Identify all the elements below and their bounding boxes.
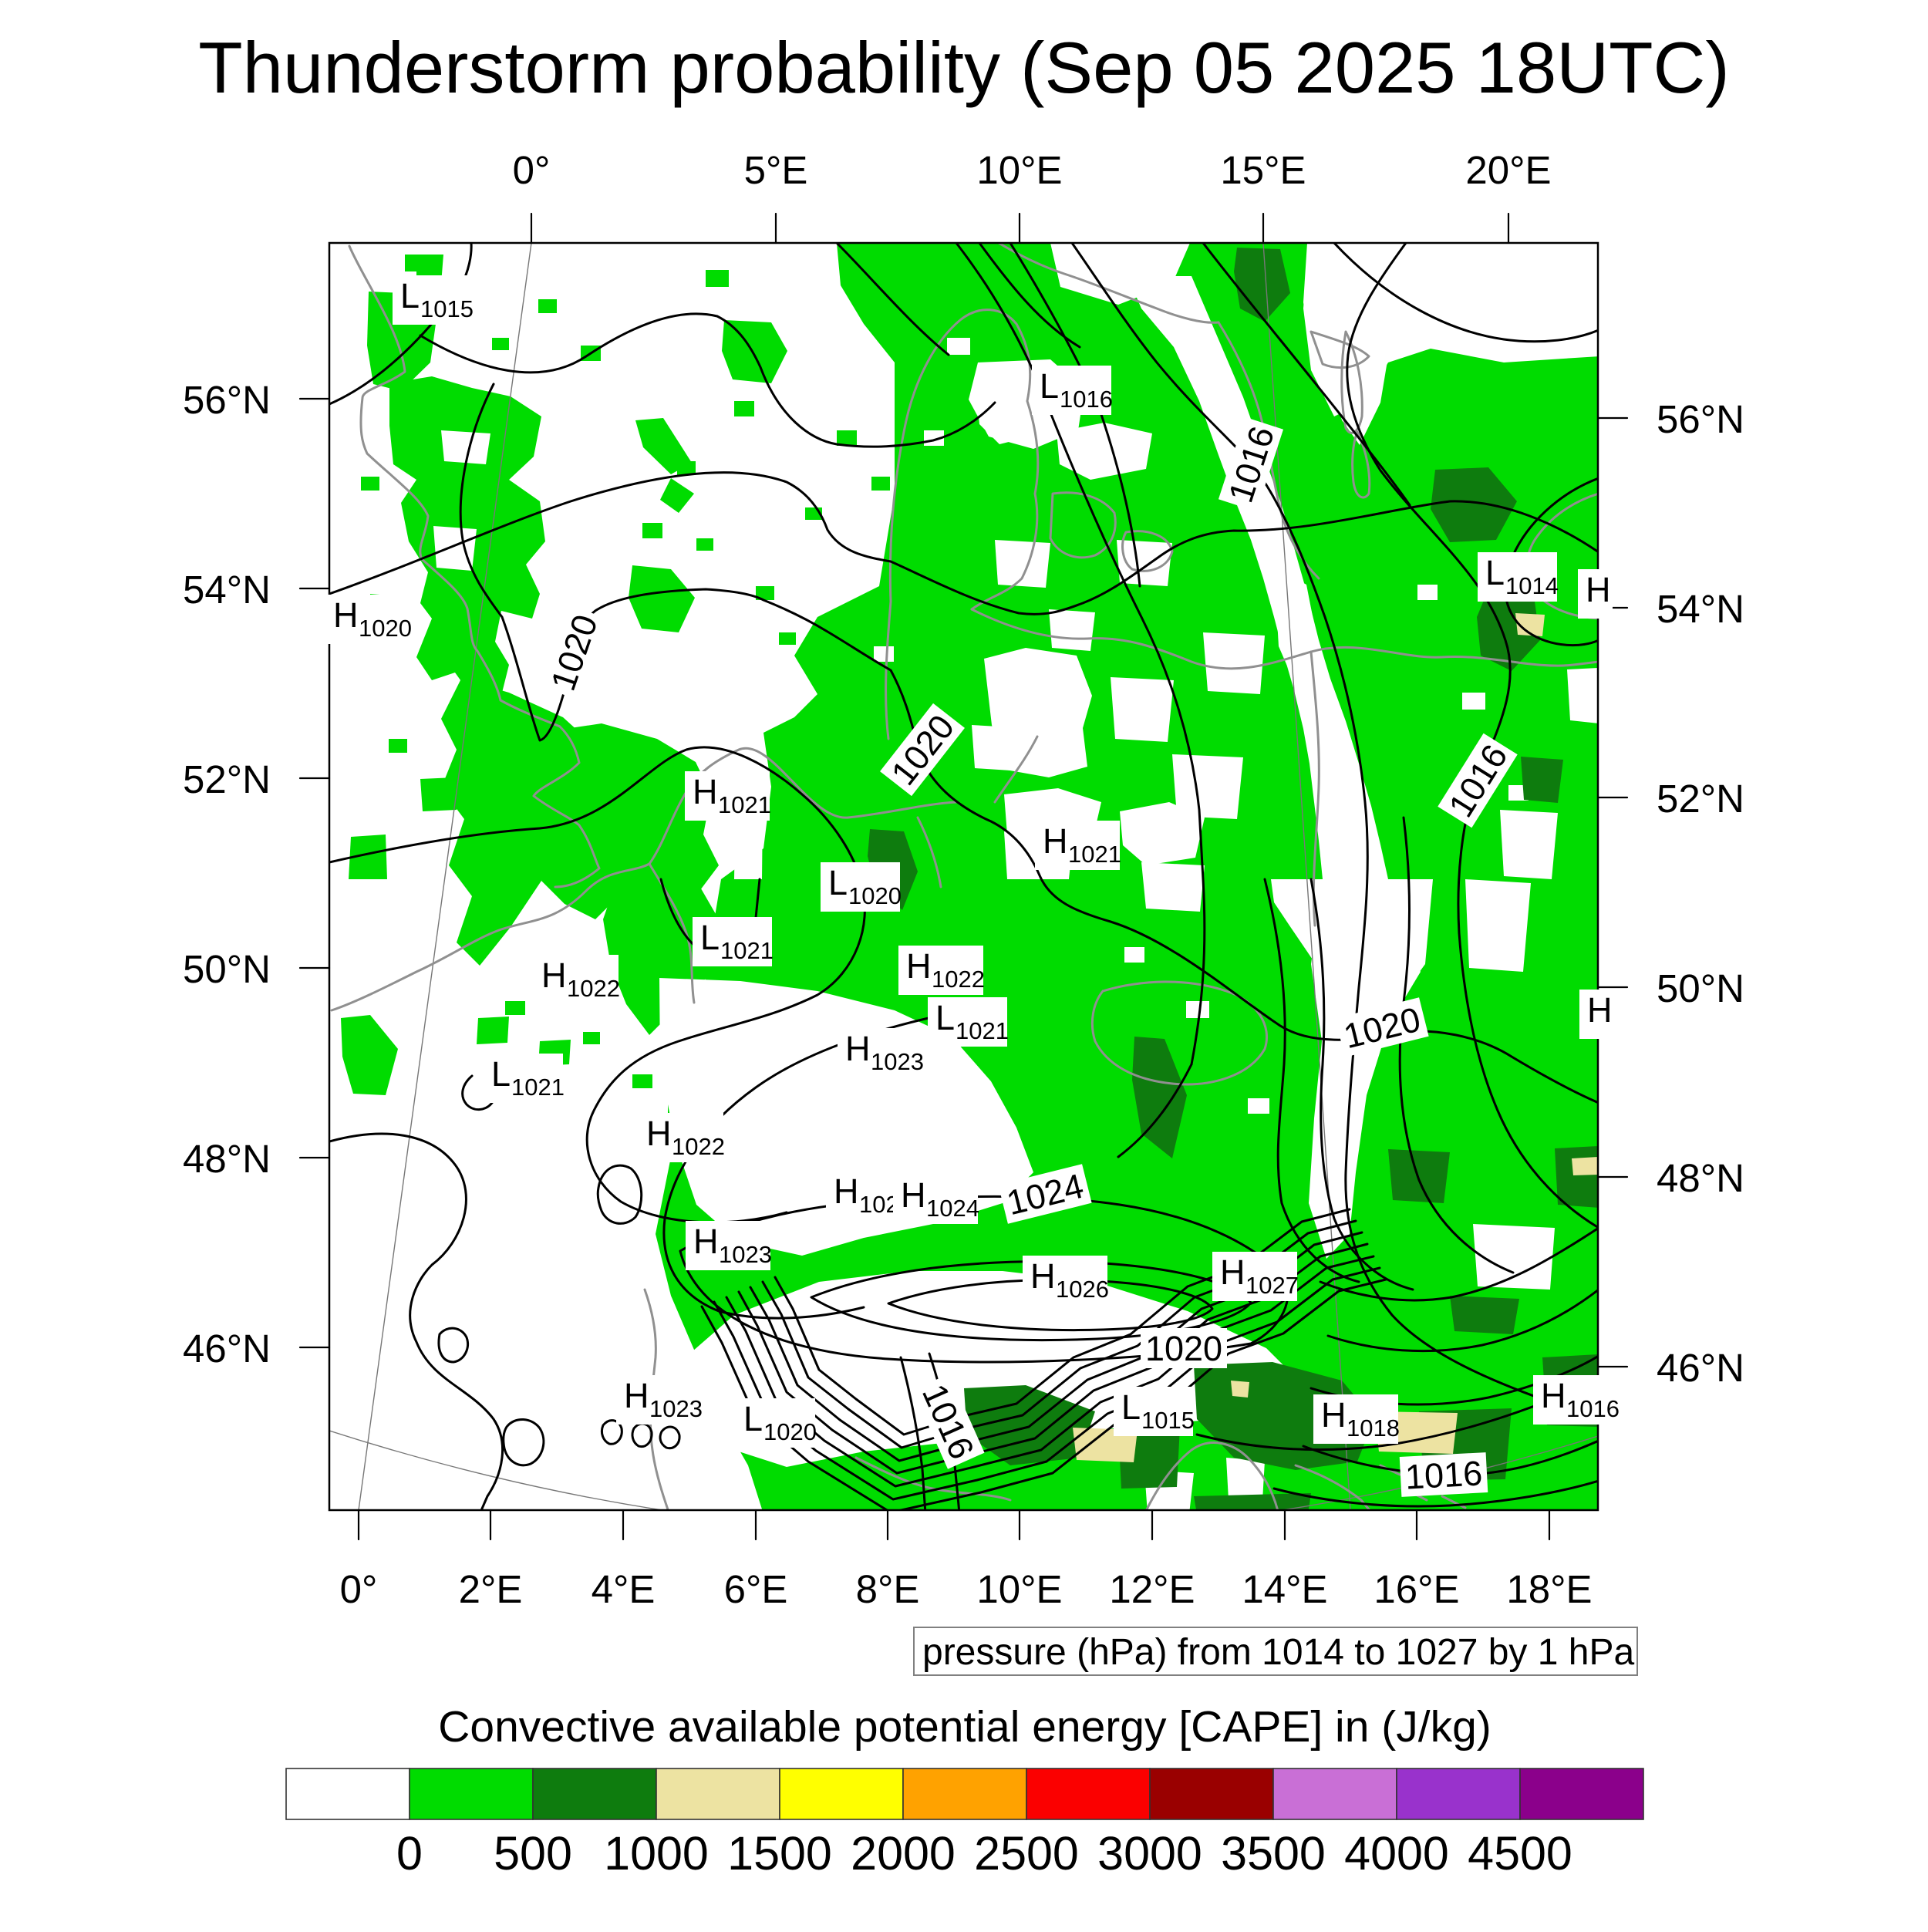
svg-text:0°: 0°: [513, 148, 551, 192]
svg-text:Convective available potential: Convective available potential energy [C…: [438, 1702, 1492, 1752]
svg-text:15°E: 15°E: [1220, 148, 1306, 192]
svg-text:H: H: [541, 956, 567, 995]
svg-text:0°: 0°: [340, 1567, 378, 1611]
svg-text:1016: 1016: [1566, 1395, 1620, 1422]
svg-text:6°E: 6°E: [724, 1567, 788, 1611]
svg-text:1015: 1015: [420, 295, 474, 322]
svg-text:H: H: [834, 1172, 859, 1211]
svg-text:500: 500: [494, 1827, 572, 1880]
svg-text:10°E: 10°E: [976, 148, 1062, 192]
svg-text:46°N: 46°N: [183, 1327, 271, 1371]
svg-text:3500: 3500: [1221, 1827, 1326, 1880]
svg-text:1016: 1016: [1060, 386, 1113, 413]
svg-text:Thunderstorm probability (Sep: Thunderstorm probability (Sep 05 2025 18…: [198, 27, 1729, 108]
svg-text:2000: 2000: [851, 1827, 956, 1880]
svg-text:50°N: 50°N: [1657, 966, 1744, 1010]
svg-text:1018: 1018: [1347, 1414, 1400, 1441]
svg-text:54°N: 54°N: [1657, 587, 1744, 631]
svg-text:H: H: [901, 1175, 926, 1215]
svg-text:H: H: [845, 1029, 871, 1068]
svg-text:5°E: 5°E: [744, 148, 808, 192]
svg-text:56°N: 56°N: [183, 378, 271, 422]
svg-text:1016: 1016: [1404, 1453, 1484, 1496]
svg-text:10°E: 10°E: [976, 1567, 1062, 1611]
svg-text:1022: 1022: [672, 1133, 725, 1160]
svg-text:48°N: 48°N: [183, 1137, 271, 1181]
svg-text:pressure (hPa) from 1014 to 10: pressure (hPa) from 1014 to 1027 by 1 hP…: [922, 1632, 1635, 1673]
svg-text:L: L: [1121, 1387, 1141, 1427]
svg-text:1014: 1014: [1505, 572, 1559, 599]
svg-text:56°N: 56°N: [1657, 397, 1744, 441]
svg-text:46°N: 46°N: [1657, 1346, 1744, 1390]
svg-text:54°N: 54°N: [183, 568, 271, 612]
svg-text:H: H: [333, 595, 359, 635]
svg-text:1027: 1027: [1245, 1272, 1299, 1299]
svg-text:L: L: [828, 863, 848, 902]
svg-text:1021: 1021: [511, 1074, 565, 1101]
svg-text:1021: 1021: [956, 1017, 1009, 1044]
svg-text:1026: 1026: [1056, 1276, 1109, 1303]
svg-text:52°N: 52°N: [183, 757, 271, 801]
svg-text:1000: 1000: [604, 1827, 709, 1880]
svg-text:H: H: [1043, 821, 1068, 861]
svg-text:H: H: [624, 1376, 649, 1415]
svg-text:2°E: 2°E: [459, 1567, 523, 1611]
svg-text:52°N: 52°N: [1657, 777, 1744, 821]
svg-text:1015: 1015: [1141, 1407, 1195, 1434]
svg-text:1022: 1022: [932, 966, 985, 993]
svg-text:1023: 1023: [719, 1241, 772, 1268]
svg-text:18°E: 18°E: [1506, 1567, 1592, 1611]
svg-text:L: L: [743, 1399, 763, 1438]
svg-text:1021: 1021: [718, 791, 771, 818]
svg-text:L: L: [400, 276, 420, 315]
svg-text:H: H: [1586, 570, 1611, 609]
svg-text:H: H: [646, 1114, 672, 1153]
svg-text:H: H: [1541, 1376, 1566, 1415]
svg-text:H: H: [1587, 990, 1613, 1030]
svg-text:1020: 1020: [359, 615, 412, 642]
svg-text:4500: 4500: [1468, 1827, 1572, 1880]
svg-text:0: 0: [396, 1827, 423, 1880]
svg-text:16°E: 16°E: [1374, 1567, 1459, 1611]
svg-text:3000: 3000: [1097, 1827, 1202, 1880]
svg-text:H: H: [1030, 1256, 1056, 1296]
svg-text:1022: 1022: [567, 975, 620, 1002]
svg-text:1023: 1023: [871, 1048, 924, 1075]
svg-text:H: H: [906, 946, 932, 986]
svg-text:1500: 1500: [727, 1827, 832, 1880]
svg-text:H: H: [693, 772, 718, 811]
svg-text:20°E: 20°E: [1465, 148, 1551, 192]
svg-text:48°N: 48°N: [1657, 1156, 1744, 1200]
svg-text:L: L: [491, 1054, 511, 1094]
svg-text:1023: 1023: [649, 1395, 703, 1422]
svg-text:L: L: [1040, 366, 1059, 406]
svg-text:1020: 1020: [848, 882, 902, 909]
svg-text:1020: 1020: [763, 1418, 817, 1445]
svg-text:4000: 4000: [1344, 1827, 1449, 1880]
svg-text:1021: 1021: [720, 937, 774, 964]
svg-text:L: L: [935, 998, 955, 1037]
svg-text:1021: 1021: [1068, 841, 1121, 868]
svg-text:8°E: 8°E: [856, 1567, 920, 1611]
svg-text:2500: 2500: [974, 1827, 1079, 1880]
svg-text:1020: 1020: [1145, 1329, 1222, 1368]
svg-text:1024: 1024: [926, 1195, 979, 1222]
svg-text:4°E: 4°E: [592, 1567, 656, 1611]
svg-text:H: H: [1220, 1253, 1245, 1292]
svg-text:L: L: [700, 918, 720, 957]
svg-text:L: L: [1485, 553, 1505, 592]
svg-text:14°E: 14°E: [1242, 1567, 1327, 1611]
svg-text:12°E: 12°E: [1109, 1567, 1195, 1611]
svg-text:H: H: [1321, 1395, 1347, 1435]
svg-text:H: H: [693, 1222, 719, 1261]
svg-text:50°N: 50°N: [183, 947, 271, 991]
